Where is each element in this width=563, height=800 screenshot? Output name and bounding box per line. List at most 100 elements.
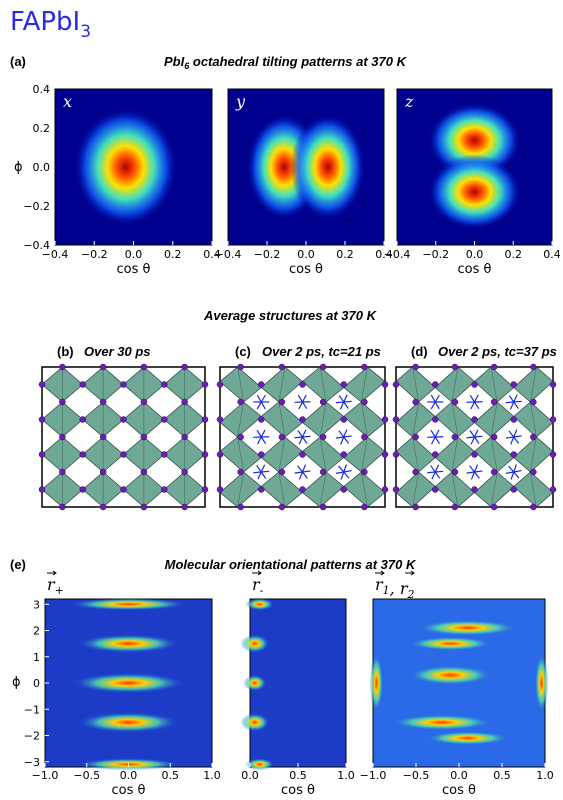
y-tick-label: −2 <box>24 730 40 743</box>
title-subscript: 3 <box>80 22 91 42</box>
panel-caption: Over 30 ps <box>84 344 151 359</box>
plot-label: z <box>404 92 414 111</box>
iodine-atom <box>413 504 419 510</box>
iodine-atom <box>413 434 419 440</box>
iodine-atom <box>491 399 497 405</box>
panel-label: (b) <box>57 344 74 359</box>
panel-label: (d) <box>411 344 428 359</box>
heatmap-density <box>390 714 493 730</box>
iodine-atom <box>413 399 419 405</box>
y-axis-label: ϕ <box>14 160 23 175</box>
molecule <box>344 401 352 402</box>
iodine-atom <box>393 382 399 388</box>
x-tick-label: 1.0 <box>203 769 221 782</box>
iodine-atom <box>361 469 367 475</box>
iodine-atom <box>341 417 347 423</box>
iodine-atom <box>413 469 419 475</box>
iodine-atom <box>59 399 65 405</box>
heatmap-density <box>243 675 266 691</box>
iodine-atom <box>361 399 367 405</box>
iodine-atom <box>432 452 438 458</box>
iodine-atom <box>472 452 478 458</box>
molecule <box>303 436 311 437</box>
panel-title: Average structures at 370 K <box>203 308 378 323</box>
iodine-atom <box>393 417 399 423</box>
x-tick-label: −0.5 <box>403 769 430 782</box>
iodine-atom <box>121 487 127 493</box>
iodine-atom <box>320 364 326 370</box>
x-tick-label: −0.2 <box>422 248 449 261</box>
iodine-atom <box>182 469 188 475</box>
iodine-atom <box>300 417 306 423</box>
iodine-atom <box>320 399 326 405</box>
y-tick-label: 1 <box>33 651 40 664</box>
vector-subscript: - <box>260 584 264 597</box>
iodine-atom <box>432 417 438 423</box>
panel-caption: Over 2 ps, tc=37 ps <box>438 344 557 359</box>
x-tick-label: −0.5 <box>73 769 100 782</box>
iodine-atom <box>59 504 65 510</box>
iodine-atom <box>258 417 264 423</box>
iodine-atom <box>320 504 326 510</box>
iodine-atom <box>238 434 244 440</box>
iodine-atom <box>100 469 106 475</box>
iodine-atom <box>121 382 127 388</box>
iodine-atom <box>472 417 478 423</box>
iodine-atom <box>550 417 556 423</box>
iodine-atom <box>530 469 536 475</box>
heatmap-density <box>73 673 183 693</box>
plot-label: x <box>63 92 72 111</box>
x-tick-label: −1.0 <box>360 769 387 782</box>
y-tick-label: 3 <box>33 598 40 611</box>
iodine-atom <box>279 364 285 370</box>
heatmap-density <box>370 653 384 713</box>
panel-title: Molecular orientational patterns at 370 … <box>165 557 417 572</box>
iodine-atom <box>217 417 223 423</box>
panel-label: (c) <box>235 344 251 359</box>
title-part: octahedral tilting patterns at 370 K <box>189 54 407 69</box>
iodine-atom <box>279 434 285 440</box>
iodine-atom <box>39 452 45 458</box>
iodine-atom <box>361 434 367 440</box>
iodine-atom <box>530 364 536 370</box>
iodine-atom <box>300 452 306 458</box>
iodine-atom <box>121 452 127 458</box>
iodine-atom <box>341 452 347 458</box>
iodine-atom <box>511 452 517 458</box>
x-tick-label: −0.4 <box>384 248 411 261</box>
x-tick-label: 0.2 <box>336 248 354 261</box>
y-tick-label: 0.2 <box>33 122 51 135</box>
structure <box>39 364 208 510</box>
iodine-atom <box>530 504 536 510</box>
iodine-atom <box>300 487 306 493</box>
iodine-atom <box>491 469 497 475</box>
x-tick-label: 0.0 <box>125 248 143 261</box>
iodine-atom <box>452 399 458 405</box>
x-tick-label: 0.5 <box>162 769 180 782</box>
x-tick-label: 0.5 <box>289 769 307 782</box>
iodine-atom <box>59 434 65 440</box>
panel-title: PbI6 octahedral tilting patterns at 370 … <box>164 54 408 71</box>
x-axis-label: cos θ <box>458 262 492 277</box>
x-tick-label: −0.2 <box>81 248 108 261</box>
heatmap-density <box>240 713 269 731</box>
iodine-atom <box>202 452 208 458</box>
molecule <box>336 402 344 403</box>
iodine-atom <box>393 487 399 493</box>
heatmap-density <box>240 635 269 653</box>
plot-label: y <box>235 92 246 111</box>
x-tick-label: 0.0 <box>297 248 315 261</box>
y-tick-label: −0.4 <box>23 239 50 252</box>
iodine-atom <box>320 434 326 440</box>
iodine-atom <box>161 382 167 388</box>
heatmap-density <box>535 653 549 713</box>
iodine-atom <box>452 469 458 475</box>
iodine-atom <box>238 399 244 405</box>
iodine-atom <box>141 399 147 405</box>
plot-label: r+ <box>47 575 64 597</box>
x-axis-label: cos θ <box>281 783 315 796</box>
iodine-atom <box>182 504 188 510</box>
molecule <box>506 402 514 403</box>
